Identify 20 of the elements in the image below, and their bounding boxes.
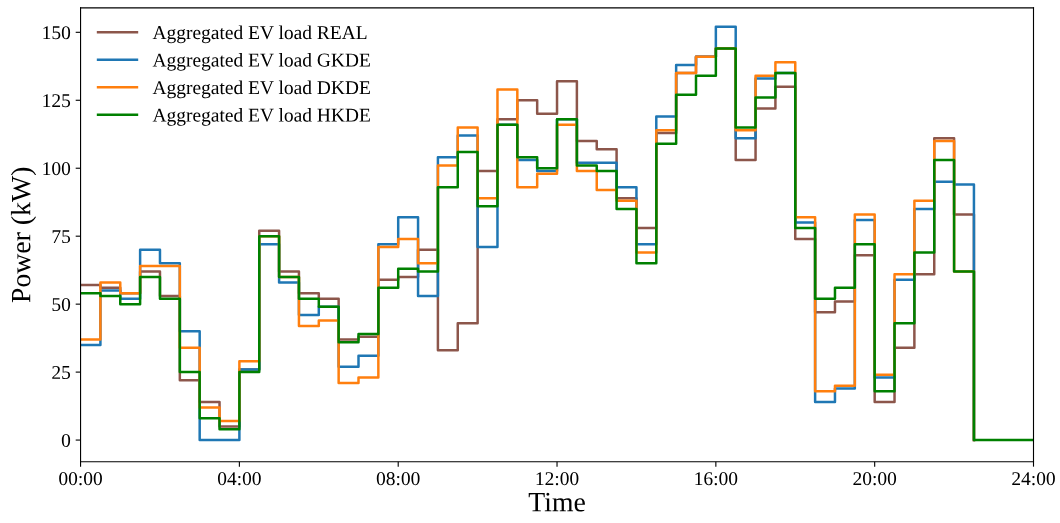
x-tick-label: 20:00 <box>853 472 897 486</box>
x-tick-label: 12:00 <box>536 472 579 486</box>
legend-label: Aggregated EV load REAL <box>152 25 367 44</box>
y-tick-label: 25 <box>52 365 71 380</box>
y-tick-label: 75 <box>52 230 71 244</box>
y-tick-label: 150 <box>43 26 71 40</box>
x-axis-title: Time <box>528 492 585 512</box>
x-tick-label: 08:00 <box>376 472 420 486</box>
y-tick-label: 50 <box>52 297 71 312</box>
y-tick-label: 100 <box>43 162 71 176</box>
x-tick-label: 04:00 <box>217 472 261 486</box>
legend-label: Aggregated EV load HKDE <box>152 108 370 126</box>
y-tick-label: 125 <box>43 94 71 108</box>
legend-label: Aggregated EV load GKDE <box>152 52 370 71</box>
y-axis-title: Power (kW) <box>10 167 37 303</box>
legend-label: Aggregated EV load DKDE <box>152 80 370 99</box>
x-tick-label: 16:00 <box>695 472 738 486</box>
y-tick-label: 0 <box>61 433 71 447</box>
x-tick-label: 24:00 <box>1012 472 1055 486</box>
x-tick-label: 00:00 <box>59 472 102 486</box>
